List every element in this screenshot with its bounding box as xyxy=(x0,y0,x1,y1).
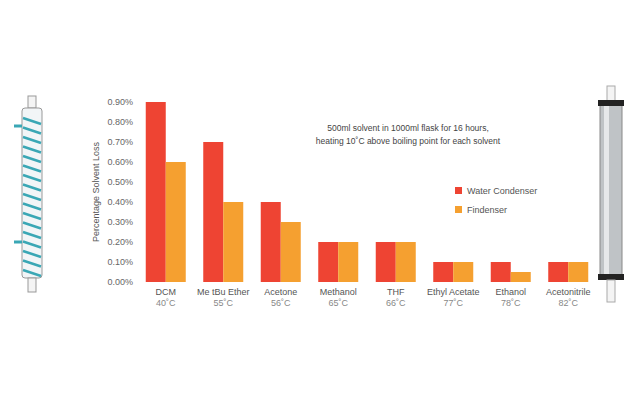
icon-part xyxy=(604,102,609,278)
bar xyxy=(396,242,416,282)
icon-coil xyxy=(23,137,41,143)
icon-coil xyxy=(23,261,41,267)
bar xyxy=(491,262,511,282)
annotation-line: 500ml solvent in 1000ml flask for 16 hou… xyxy=(327,123,489,133)
x-tick-label-line: 55˚C xyxy=(213,298,233,308)
legend-label: Findenser xyxy=(467,205,507,215)
bar xyxy=(511,272,531,282)
icon-part xyxy=(28,278,36,292)
icon-part xyxy=(598,100,624,106)
y-tick-label: 0.00% xyxy=(107,277,133,287)
x-tick-label: Me tBu Ether55˚C xyxy=(197,287,250,308)
x-tick-label-line: Me tBu Ether xyxy=(197,287,250,297)
bar xyxy=(318,242,338,282)
y-tick-label: 0.40% xyxy=(107,197,133,207)
icon-coil xyxy=(23,232,41,238)
icon-part xyxy=(14,125,22,128)
x-tick-label: Ethanol78˚C xyxy=(495,287,526,308)
bar xyxy=(548,262,568,282)
y-tick-label: 0.70% xyxy=(107,137,133,147)
y-tick-label: 0.80% xyxy=(107,117,133,127)
x-tick-label-line: Ethyl Acetate xyxy=(427,287,480,297)
x-tick-label: Methanol65˚C xyxy=(320,287,357,308)
icon-coil xyxy=(23,270,41,276)
annotation: 500ml solvent in 1000ml flask for 16 hou… xyxy=(316,123,501,146)
y-tick-label: 0.50% xyxy=(107,177,133,187)
x-tick-label: THF66˚C xyxy=(386,287,406,308)
x-tick-label-line: DCM xyxy=(156,287,177,297)
icon-coil xyxy=(23,166,41,172)
x-tick-label-line: THF xyxy=(387,287,405,297)
icon-coil xyxy=(23,194,41,200)
icon-coil xyxy=(23,185,41,191)
y-tick-label: 0.10% xyxy=(107,257,133,267)
legend-swatch xyxy=(455,187,462,194)
bar xyxy=(453,262,473,282)
legend-label: Water Condenser xyxy=(467,186,537,196)
legend: Water Condenser Findenser xyxy=(455,186,537,215)
icon-part xyxy=(14,241,22,244)
icon-coil xyxy=(23,213,41,219)
x-tick-label-line: 78˚C xyxy=(501,298,521,308)
x-tick-label: Ethyl Acetate77˚C xyxy=(427,287,480,308)
icon-part xyxy=(600,102,622,278)
y-axis-label: Percentage Solvent Loss xyxy=(91,141,101,242)
findenser-icon xyxy=(598,86,624,302)
icon-coil xyxy=(23,204,41,210)
bar xyxy=(568,262,588,282)
x-tick-label-line: 82˚C xyxy=(558,298,578,308)
x-tick-label-line: 40˚C xyxy=(156,298,176,308)
bar xyxy=(281,222,301,282)
bar xyxy=(338,242,358,282)
icon-part xyxy=(607,86,615,102)
x-tick-label-line: Acetone xyxy=(264,287,297,297)
icon-part xyxy=(22,108,42,278)
icon-coil xyxy=(23,128,41,134)
bars xyxy=(146,102,589,282)
x-tick-label: Acetonitrile82˚C xyxy=(546,287,591,308)
x-tick-label: Acetone56˚C xyxy=(264,287,297,308)
icon-coil xyxy=(23,156,41,162)
legend-swatch xyxy=(455,206,462,213)
x-tick-label-line: Ethanol xyxy=(495,287,526,297)
icon-coil xyxy=(23,147,41,153)
x-tick-label: DCM40˚C xyxy=(156,287,177,308)
annotation-line: heating 10˚C above boiling point for eac… xyxy=(316,136,501,146)
bar xyxy=(223,202,243,282)
icon-part xyxy=(28,96,36,108)
bar xyxy=(376,242,396,282)
icon-part xyxy=(598,274,624,280)
bar xyxy=(203,142,223,282)
x-tick-label-line: 65˚C xyxy=(328,298,348,308)
y-tick-label: 0.90% xyxy=(107,97,133,107)
bar xyxy=(166,162,186,282)
x-tick-label-line: Methanol xyxy=(320,287,357,297)
x-tick-label-line: 66˚C xyxy=(386,298,406,308)
icon-coil xyxy=(23,223,41,229)
chart: Percentage Solvent Loss 0.00% 0.10% 0.20% 0.… xyxy=(0,0,640,400)
water-condenser-icon xyxy=(14,96,42,292)
bar xyxy=(146,102,166,282)
y-tick-label: 0.20% xyxy=(107,237,133,247)
icon-coil xyxy=(23,175,41,181)
bar xyxy=(261,202,281,282)
bar xyxy=(433,262,453,282)
y-tick-label: 0.30% xyxy=(107,217,133,227)
y-tick-label: 0.60% xyxy=(107,157,133,167)
x-tick-label-line: Acetonitrile xyxy=(546,287,591,297)
x-tick-label-line: 77˚C xyxy=(443,298,463,308)
icon-coil xyxy=(23,242,41,248)
icon-part xyxy=(607,280,615,302)
icon-coil xyxy=(23,251,41,257)
x-tick-label-line: 56˚C xyxy=(271,298,291,308)
icon-coil xyxy=(23,118,41,124)
